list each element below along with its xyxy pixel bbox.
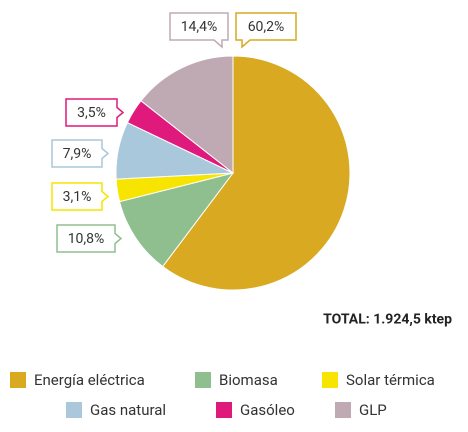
pie-slice	[161, 55, 351, 291]
total-annotation: TOTAL: 1.924,5 ktep	[323, 312, 452, 328]
callout-box	[169, 12, 229, 49]
legend-swatch	[195, 372, 211, 388]
value-label: 14,4%	[181, 19, 218, 35]
legend-swatch	[216, 402, 232, 418]
legend-label: GLP	[359, 401, 387, 419]
value-label: 60,2%	[248, 19, 285, 35]
legend-swatch	[10, 372, 26, 388]
value-label: 10,8%	[68, 231, 105, 247]
value-label: 7,9%	[63, 146, 92, 162]
legend-label: Gas natural	[90, 401, 166, 419]
legend-swatch	[322, 372, 338, 388]
legend-swatch	[335, 402, 351, 418]
callout-box	[56, 224, 123, 253]
pie-slice	[140, 55, 234, 175]
callout-box	[235, 12, 297, 49]
legend-label: Energía eléctrica	[34, 371, 145, 389]
legend-swatch	[66, 402, 82, 418]
legend-label: Solar térmica	[346, 371, 435, 389]
legend-label: Gasóleo	[240, 401, 295, 419]
value-label: 3,1%	[63, 189, 92, 205]
callout-box	[51, 139, 110, 168]
callout-box	[51, 182, 110, 211]
value-label: 3,5%	[77, 105, 106, 121]
legend-label: Biomasa	[219, 371, 278, 389]
pie-slice	[118, 172, 235, 268]
callout-box	[65, 98, 125, 127]
